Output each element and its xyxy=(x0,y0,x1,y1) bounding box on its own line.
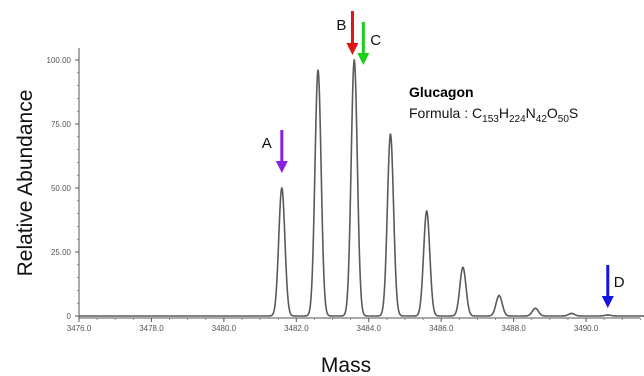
spectrum-line xyxy=(79,59,644,317)
peak-marks xyxy=(280,59,609,316)
arrow-d: D xyxy=(601,265,625,308)
arrow-head xyxy=(346,43,359,55)
formula-element: H xyxy=(499,105,509,121)
peak-point xyxy=(389,133,392,136)
x-tick-label: 3488.0 xyxy=(501,324,526,333)
arrow-head xyxy=(275,161,288,173)
y-tick-label: 50.00 xyxy=(51,184,72,193)
peak-point xyxy=(534,307,537,310)
arrow-label: D xyxy=(614,274,625,291)
x-axis-title: Mass xyxy=(321,354,371,376)
formula-subscript: 42 xyxy=(536,114,548,125)
x-tick-label: 3484.0 xyxy=(357,324,382,333)
peak-point xyxy=(570,312,573,315)
formula-element: N xyxy=(526,105,536,121)
y-tick-label: 0 xyxy=(67,312,72,321)
compound-name: Glucagon xyxy=(409,84,474,100)
formula-subscript: 153 xyxy=(482,114,499,125)
peak-point xyxy=(280,187,283,189)
x-axis-ticks: 3476.0 3478.0 3480.0 3482.0 3484.0 3486.0 3488… xyxy=(67,318,641,333)
arrow-label: C xyxy=(370,32,381,49)
x-tick-label: 3480.0 xyxy=(212,324,237,333)
x-tick-label: 3476.0 xyxy=(67,324,92,333)
arrow-label: B xyxy=(336,17,346,34)
x-tick-label: 3486.0 xyxy=(429,324,454,333)
peak-point xyxy=(462,266,464,269)
arrow-head xyxy=(601,296,614,308)
formula-subscript: 224 xyxy=(509,114,526,125)
peak-point xyxy=(606,314,609,316)
peak-point xyxy=(498,294,501,297)
y-tick-label: 100.00 xyxy=(47,56,72,65)
annotation-arrows: A B C D xyxy=(262,11,625,308)
y-axis-title: Relative Abundance xyxy=(14,90,37,277)
x-tick-label: 3482.0 xyxy=(284,324,309,333)
arrow-head xyxy=(357,53,370,65)
y-tick-label: 75.00 xyxy=(51,120,72,129)
formula-element: C xyxy=(472,105,482,121)
x-tick-label: 3478.0 xyxy=(139,324,164,333)
formula-element: O xyxy=(547,105,558,121)
formula-prefix: Formula : xyxy=(409,105,472,121)
formula-element: S xyxy=(569,105,578,121)
arrow-b: B xyxy=(336,11,359,55)
arrow-a: A xyxy=(262,130,288,173)
x-tick-label: 3490.0 xyxy=(574,324,599,333)
y-axis-ticks: 0 25.00 50.00 75.00 100.00 xyxy=(47,56,79,321)
formula-subscript: 50 xyxy=(558,114,570,125)
peak-point xyxy=(317,69,319,72)
arrow-c: C xyxy=(357,22,381,65)
compound-formula: Formula : C153H224N42O50S xyxy=(409,105,578,125)
peak-point xyxy=(353,59,356,61)
peak-point xyxy=(425,210,428,212)
arrow-label: A xyxy=(262,135,272,152)
y-tick-label: 25.00 xyxy=(51,248,72,257)
